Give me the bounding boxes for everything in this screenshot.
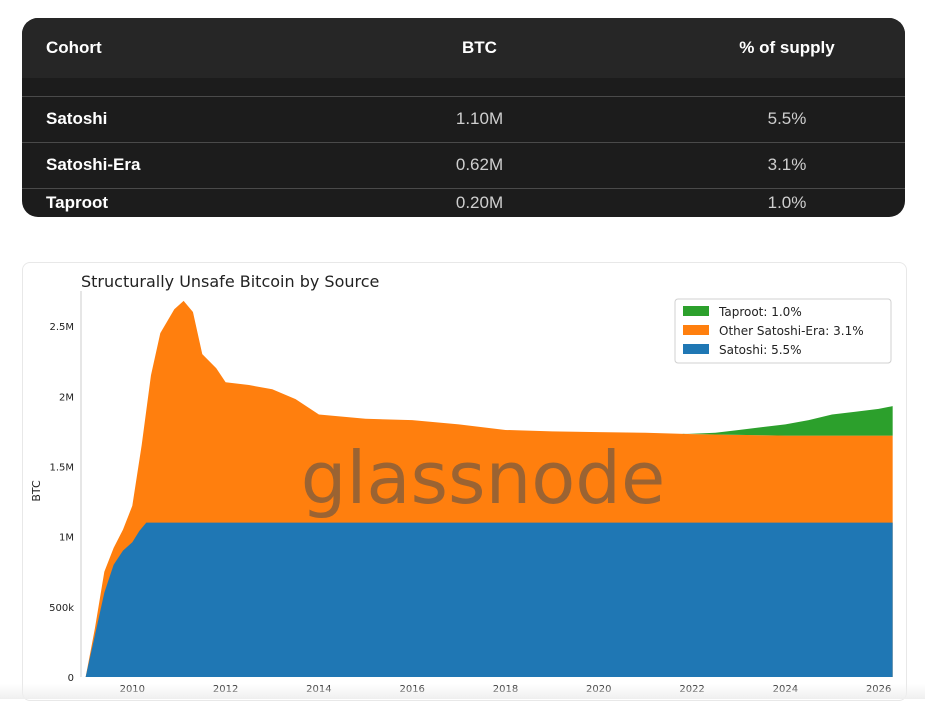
stacked-area-chart: 0500k1M1.5M2M2.5M20102012201420162018202… bbox=[30, 272, 893, 695]
supply-cell: 3.1% bbox=[767, 155, 807, 174]
table-row: Satoshi-Era 0.62M 3.1% bbox=[22, 142, 905, 188]
y-tick-label: 2M bbox=[59, 392, 74, 403]
header-supply: % of supply bbox=[739, 38, 835, 57]
legend-label: Taproot: 1.0% bbox=[718, 305, 802, 319]
y-tick-label: 2.5M bbox=[49, 322, 74, 333]
btc-cell: 1.10M bbox=[455, 109, 504, 128]
y-tick-label: 0 bbox=[68, 673, 74, 684]
btc-cell: 0.62M bbox=[455, 155, 504, 174]
chart-legend: Taproot: 1.0% Other Satoshi-Era: 3.1% Sato… bbox=[674, 298, 892, 364]
page-bottom-edge bbox=[0, 684, 925, 699]
table-row: Taproot 0.20M 1.0% bbox=[22, 188, 905, 217]
supply-cell: 5.5% bbox=[767, 109, 807, 128]
header-btc: BTC bbox=[462, 38, 497, 57]
legend-box bbox=[674, 298, 892, 364]
cohort-cell: Taproot bbox=[46, 192, 109, 212]
y-tick-label: 1M bbox=[59, 533, 74, 544]
table-divider bbox=[22, 96, 905, 97]
cohort-table: Cohort BTC % of supply Satoshi 1.10M 5.5… bbox=[22, 18, 905, 217]
table-header-row: Cohort BTC % of supply bbox=[22, 18, 905, 78]
cohort-cell: Satoshi-Era bbox=[46, 155, 141, 174]
series-area-satoshi bbox=[85, 522, 893, 677]
legend-label: Satoshi: 5.5% bbox=[719, 343, 802, 357]
y-tick-label: 1.5M bbox=[49, 462, 74, 473]
legend-swatch bbox=[683, 325, 709, 335]
legend-swatch bbox=[683, 344, 709, 354]
watermark: glassnode bbox=[301, 436, 666, 520]
series-area-taproot bbox=[682, 406, 893, 436]
cohort-cell: Satoshi bbox=[46, 109, 108, 128]
table-divider bbox=[22, 188, 905, 189]
legend-swatch bbox=[683, 306, 709, 316]
y-axis-label: BTC bbox=[30, 480, 43, 502]
table-divider bbox=[22, 142, 905, 143]
btc-cell: 0.20M bbox=[455, 192, 504, 212]
y-tick-label: 500k bbox=[49, 603, 74, 614]
legend-label: Other Satoshi-Era: 3.1% bbox=[719, 324, 864, 338]
supply-cell: 1.0% bbox=[767, 192, 807, 212]
chart-card: 0500k1M1.5M2M2.5M20102012201420162018202… bbox=[22, 262, 907, 701]
table-row: Satoshi 1.10M 5.5% bbox=[22, 96, 905, 142]
header-cohort: Cohort bbox=[46, 38, 102, 57]
chart-title: Structurally Unsafe Bitcoin by Source bbox=[81, 272, 379, 291]
